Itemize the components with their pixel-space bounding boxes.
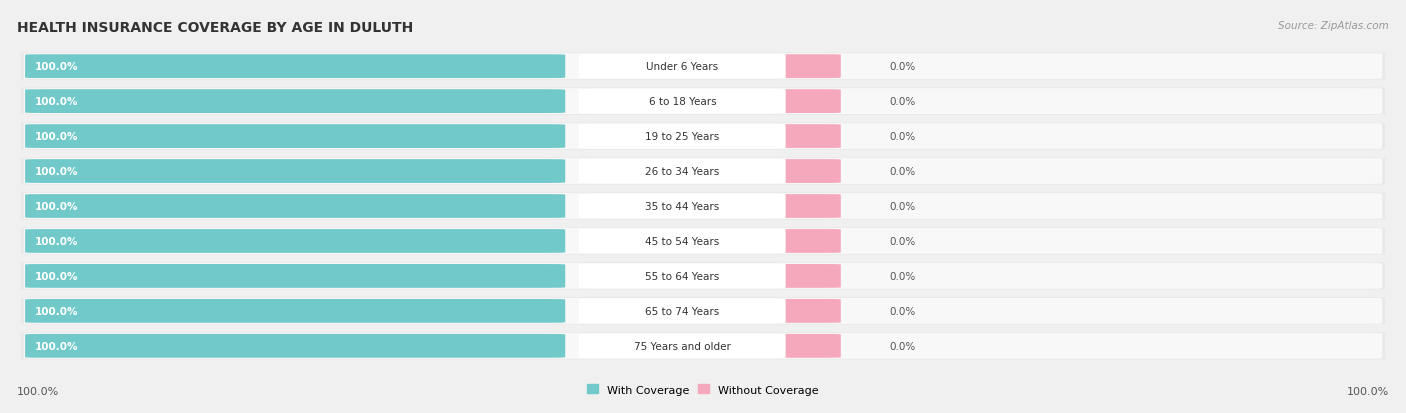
- FancyBboxPatch shape: [579, 90, 786, 114]
- FancyBboxPatch shape: [25, 299, 565, 323]
- FancyBboxPatch shape: [579, 124, 786, 149]
- FancyBboxPatch shape: [579, 334, 786, 358]
- Text: 45 to 54 Years: 45 to 54 Years: [645, 236, 720, 247]
- FancyBboxPatch shape: [25, 90, 565, 114]
- FancyBboxPatch shape: [751, 55, 841, 79]
- FancyBboxPatch shape: [25, 55, 565, 79]
- Text: 0.0%: 0.0%: [889, 97, 915, 107]
- FancyBboxPatch shape: [579, 55, 786, 79]
- Text: Source: ZipAtlas.com: Source: ZipAtlas.com: [1278, 21, 1389, 31]
- Text: 0.0%: 0.0%: [889, 62, 915, 72]
- FancyBboxPatch shape: [21, 332, 1385, 360]
- FancyBboxPatch shape: [21, 88, 1385, 116]
- FancyBboxPatch shape: [579, 264, 786, 289]
- FancyBboxPatch shape: [24, 194, 1382, 219]
- Text: 6 to 18 Years: 6 to 18 Years: [648, 97, 716, 107]
- Text: 0.0%: 0.0%: [889, 341, 915, 351]
- FancyBboxPatch shape: [751, 230, 841, 253]
- FancyBboxPatch shape: [24, 124, 1382, 150]
- Text: 100.0%: 100.0%: [17, 387, 59, 396]
- Text: 100.0%: 100.0%: [35, 166, 79, 177]
- FancyBboxPatch shape: [21, 193, 1385, 220]
- Text: HEALTH INSURANCE COVERAGE BY AGE IN DULUTH: HEALTH INSURANCE COVERAGE BY AGE IN DULU…: [17, 21, 413, 35]
- Text: 100.0%: 100.0%: [1347, 387, 1389, 396]
- Text: 100.0%: 100.0%: [35, 97, 79, 107]
- Text: Under 6 Years: Under 6 Years: [647, 62, 718, 72]
- Text: 26 to 34 Years: 26 to 34 Years: [645, 166, 720, 177]
- FancyBboxPatch shape: [751, 264, 841, 288]
- FancyBboxPatch shape: [24, 333, 1382, 359]
- FancyBboxPatch shape: [21, 53, 1385, 81]
- FancyBboxPatch shape: [24, 54, 1382, 80]
- FancyBboxPatch shape: [751, 299, 841, 323]
- Text: 0.0%: 0.0%: [889, 236, 915, 247]
- Text: 0.0%: 0.0%: [889, 306, 915, 316]
- FancyBboxPatch shape: [579, 229, 786, 254]
- FancyBboxPatch shape: [24, 228, 1382, 254]
- FancyBboxPatch shape: [25, 334, 565, 358]
- FancyBboxPatch shape: [21, 297, 1385, 325]
- FancyBboxPatch shape: [21, 263, 1385, 290]
- FancyBboxPatch shape: [579, 299, 786, 323]
- FancyBboxPatch shape: [21, 228, 1385, 255]
- FancyBboxPatch shape: [24, 298, 1382, 324]
- Text: 0.0%: 0.0%: [889, 202, 915, 211]
- Text: 0.0%: 0.0%: [889, 166, 915, 177]
- FancyBboxPatch shape: [751, 125, 841, 149]
- Text: 0.0%: 0.0%: [889, 132, 915, 142]
- FancyBboxPatch shape: [25, 264, 565, 288]
- FancyBboxPatch shape: [579, 194, 786, 219]
- Text: 100.0%: 100.0%: [35, 62, 79, 72]
- FancyBboxPatch shape: [751, 195, 841, 218]
- Text: 0.0%: 0.0%: [889, 271, 915, 281]
- Text: 100.0%: 100.0%: [35, 271, 79, 281]
- FancyBboxPatch shape: [751, 334, 841, 358]
- FancyBboxPatch shape: [21, 123, 1385, 150]
- Text: 100.0%: 100.0%: [35, 306, 79, 316]
- Text: 75 Years and older: 75 Years and older: [634, 341, 731, 351]
- FancyBboxPatch shape: [751, 90, 841, 114]
- FancyBboxPatch shape: [25, 125, 565, 149]
- Text: 100.0%: 100.0%: [35, 236, 79, 247]
- FancyBboxPatch shape: [24, 159, 1382, 185]
- FancyBboxPatch shape: [24, 263, 1382, 289]
- FancyBboxPatch shape: [579, 159, 786, 184]
- Text: 100.0%: 100.0%: [35, 341, 79, 351]
- FancyBboxPatch shape: [25, 230, 565, 253]
- FancyBboxPatch shape: [751, 160, 841, 183]
- FancyBboxPatch shape: [21, 158, 1385, 185]
- Text: 55 to 64 Years: 55 to 64 Years: [645, 271, 720, 281]
- Legend: With Coverage, Without Coverage: With Coverage, Without Coverage: [582, 380, 824, 399]
- Text: 19 to 25 Years: 19 to 25 Years: [645, 132, 720, 142]
- Text: 100.0%: 100.0%: [35, 132, 79, 142]
- Text: 35 to 44 Years: 35 to 44 Years: [645, 202, 720, 211]
- Text: 65 to 74 Years: 65 to 74 Years: [645, 306, 720, 316]
- FancyBboxPatch shape: [25, 195, 565, 218]
- Text: 100.0%: 100.0%: [35, 202, 79, 211]
- FancyBboxPatch shape: [25, 160, 565, 183]
- FancyBboxPatch shape: [24, 89, 1382, 115]
